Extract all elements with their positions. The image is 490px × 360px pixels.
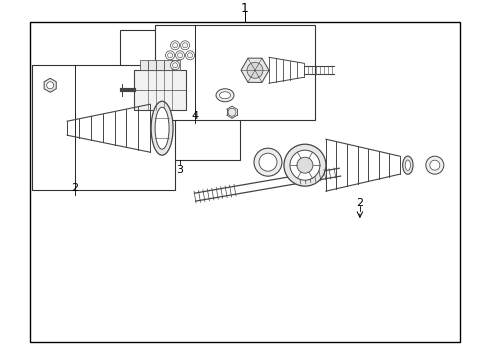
Ellipse shape	[216, 89, 234, 102]
Ellipse shape	[180, 41, 190, 50]
Ellipse shape	[290, 150, 320, 180]
Ellipse shape	[155, 107, 169, 149]
Ellipse shape	[168, 53, 172, 58]
Bar	[156, 60, 164, 70]
Ellipse shape	[405, 160, 411, 170]
Bar	[140, 60, 148, 70]
Bar	[148, 60, 156, 70]
Polygon shape	[241, 58, 269, 82]
Ellipse shape	[254, 148, 282, 176]
Ellipse shape	[247, 62, 263, 78]
FancyBboxPatch shape	[134, 70, 186, 110]
Bar	[155, 25, 315, 120]
Bar	[120, 30, 240, 160]
Text: 2: 2	[72, 183, 79, 193]
Ellipse shape	[426, 156, 444, 174]
Ellipse shape	[220, 92, 230, 99]
Ellipse shape	[171, 61, 179, 70]
Circle shape	[228, 108, 236, 116]
Text: 3: 3	[176, 165, 184, 175]
Ellipse shape	[297, 157, 313, 173]
Ellipse shape	[171, 41, 179, 50]
Bar	[30, 22, 460, 342]
Text: 1: 1	[241, 2, 249, 15]
Ellipse shape	[166, 51, 174, 60]
Ellipse shape	[186, 51, 195, 60]
Ellipse shape	[172, 43, 177, 48]
Ellipse shape	[177, 53, 183, 58]
Bar	[172, 60, 180, 70]
Ellipse shape	[151, 101, 173, 155]
Text: 2: 2	[356, 198, 364, 208]
Ellipse shape	[430, 160, 440, 170]
Bar	[32, 65, 175, 190]
Polygon shape	[44, 78, 56, 92]
Ellipse shape	[403, 156, 413, 174]
Ellipse shape	[172, 63, 177, 68]
Bar	[164, 60, 172, 70]
Ellipse shape	[175, 51, 185, 60]
Ellipse shape	[259, 153, 277, 171]
Ellipse shape	[284, 144, 326, 186]
Ellipse shape	[183, 43, 188, 48]
Ellipse shape	[47, 82, 54, 89]
Text: 4: 4	[192, 111, 198, 121]
Ellipse shape	[188, 53, 193, 58]
